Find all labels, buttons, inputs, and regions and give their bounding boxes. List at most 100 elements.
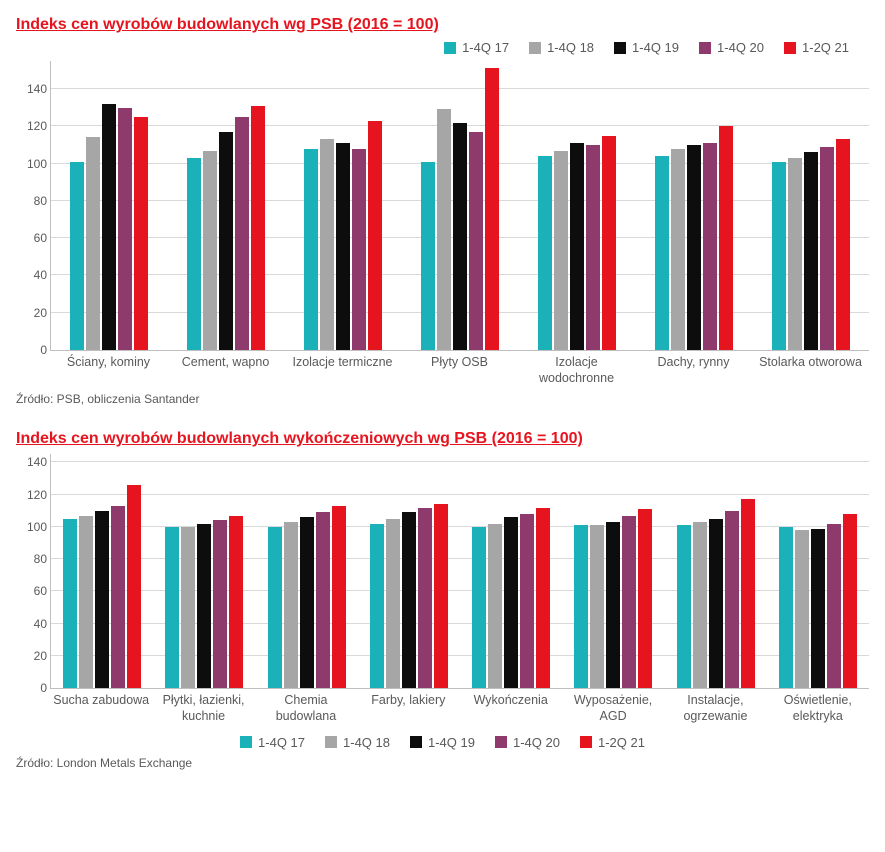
- legend-swatch: [784, 42, 796, 54]
- bar-group: [256, 454, 358, 688]
- bar: [165, 527, 179, 688]
- x-tick-label: Instalacje, ogrzewanie: [664, 689, 766, 724]
- bar: [820, 147, 834, 350]
- bar: [606, 522, 620, 688]
- bar: [134, 117, 148, 350]
- plot-area: 020406080100120140: [16, 61, 869, 351]
- bar: [719, 126, 733, 350]
- y-tick-label: 100: [17, 520, 47, 534]
- bar: [538, 156, 552, 350]
- legend-label: 1-4Q 17: [258, 735, 305, 750]
- chart-title: Indeks cen wyrobów budowlanych wg PSB (2…: [16, 16, 869, 34]
- legend: 1-4Q 171-4Q 181-4Q 191-4Q 201-2Q 21: [16, 735, 869, 750]
- y-tick-label: 40: [17, 268, 47, 282]
- x-tick-label: Stolarka otworowa: [752, 351, 869, 386]
- y-tick-label: 120: [17, 488, 47, 502]
- chart-title: Indeks cen wyrobów budowlanych wykończen…: [16, 430, 869, 448]
- bar: [586, 145, 600, 350]
- legend-item: 1-4Q 17: [240, 735, 305, 750]
- legend-swatch: [410, 736, 422, 748]
- bar: [203, 151, 217, 351]
- bar-group: [168, 61, 285, 350]
- bar: [63, 519, 77, 688]
- y-tick-label: 20: [17, 649, 47, 663]
- bar: [677, 525, 691, 688]
- bar: [320, 139, 334, 350]
- x-tick-label: Sucha zabudowa: [50, 689, 152, 724]
- y-tick-label: 0: [17, 343, 47, 357]
- legend-swatch: [529, 42, 541, 54]
- plot-area: 020406080100120140: [16, 454, 869, 689]
- bar: [520, 514, 534, 688]
- bar: [811, 529, 825, 689]
- legend-swatch: [444, 42, 456, 54]
- legend-item: 1-4Q 20: [699, 40, 764, 55]
- legend-swatch: [240, 736, 252, 748]
- bar: [843, 514, 857, 688]
- legend-swatch: [580, 736, 592, 748]
- y-tick-label: 60: [17, 584, 47, 598]
- legend-item: 1-4Q 20: [495, 735, 560, 750]
- y-tick-label: 140: [17, 455, 47, 469]
- bar: [804, 152, 818, 350]
- bar: [795, 530, 809, 688]
- bar: [434, 504, 448, 688]
- bar: [86, 137, 100, 350]
- legend-label: 1-2Q 21: [598, 735, 645, 750]
- x-tick-label: Wykończenia: [460, 689, 562, 724]
- bar: [316, 512, 330, 688]
- legend-label: 1-4Q 18: [547, 40, 594, 55]
- bar: [472, 527, 486, 688]
- bar: [386, 519, 400, 688]
- x-tick-label: Wyposażenie, AGD: [562, 689, 664, 724]
- bar: [574, 525, 588, 688]
- y-tick-label: 0: [17, 681, 47, 695]
- legend-item: 1-2Q 21: [580, 735, 645, 750]
- bar-group: [460, 454, 562, 688]
- bar: [638, 509, 652, 688]
- bar-group: [562, 454, 664, 688]
- legend-label: 1-4Q 19: [428, 735, 475, 750]
- legend-swatch: [699, 42, 711, 54]
- bar-group: [665, 454, 767, 688]
- bar: [118, 108, 132, 350]
- y-tick-label: 80: [17, 552, 47, 566]
- x-tick-label: Farby, lakiery: [357, 689, 459, 724]
- bar: [111, 506, 125, 688]
- bar: [79, 516, 93, 689]
- bar: [570, 143, 584, 350]
- bar: [304, 149, 318, 350]
- legend-label: 1-2Q 21: [802, 40, 849, 55]
- x-axis-labels: Ściany, kominyCement, wapnoIzolacje term…: [50, 351, 869, 386]
- bar: [671, 149, 685, 350]
- bar: [504, 517, 518, 688]
- bar: [368, 121, 382, 350]
- bar: [229, 516, 243, 689]
- bar: [332, 506, 346, 688]
- legend-swatch: [325, 736, 337, 748]
- bar-group: [51, 454, 153, 688]
- bar: [181, 527, 195, 688]
- bar: [235, 117, 249, 350]
- y-tick-label: 80: [17, 194, 47, 208]
- x-tick-label: Oświetlenie, elektryka: [767, 689, 869, 724]
- bar: [453, 123, 467, 350]
- y-tick-label: 20: [17, 306, 47, 320]
- legend-label: 1-4Q 20: [717, 40, 764, 55]
- legend-label: 1-4Q 20: [513, 735, 560, 750]
- bar: [772, 162, 786, 350]
- legend-label: 1-4Q 17: [462, 40, 509, 55]
- bar-group: [153, 454, 255, 688]
- bar: [602, 136, 616, 350]
- legend-item: 1-4Q 19: [614, 40, 679, 55]
- legend: 1-4Q 17 1-4Q 18 1-4Q 19 1-4Q 20 1-2Q 21: [16, 40, 869, 55]
- legend-label: 1-4Q 19: [632, 40, 679, 55]
- bar: [836, 139, 850, 350]
- bar-group: [358, 454, 460, 688]
- bar: [402, 512, 416, 688]
- bar: [268, 527, 282, 688]
- legend-item: 1-4Q 19: [410, 735, 475, 750]
- bar: [554, 151, 568, 351]
- y-tick-label: 120: [17, 119, 47, 133]
- y-tick-label: 60: [17, 231, 47, 245]
